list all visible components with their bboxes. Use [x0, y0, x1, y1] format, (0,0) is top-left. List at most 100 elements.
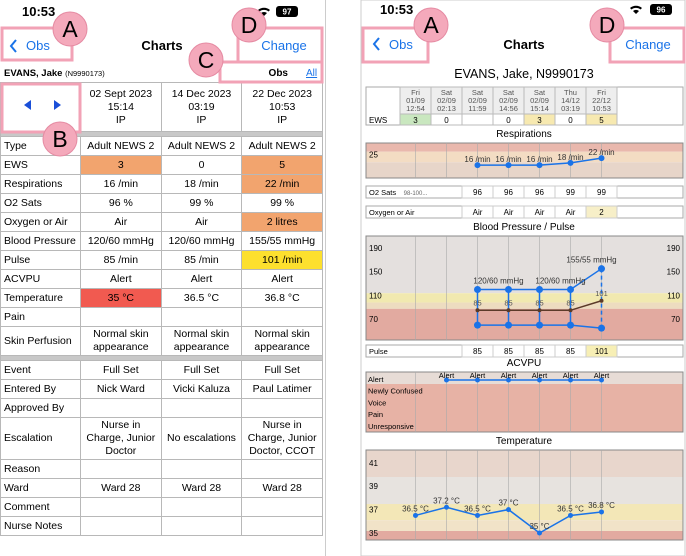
left-panel: 10:53 97 Obs Charts Change EVANS, Jake (… — [0, 0, 326, 556]
cell — [585, 185, 618, 199]
cell: Adult NEWS 2 — [160, 136, 243, 156]
table-row: Escalation Nurse in Charge, Junior Doctor… — [0, 417, 323, 460]
row-label: ACVPU — [0, 269, 81, 289]
pulse-point — [475, 308, 480, 313]
resp-point — [598, 155, 605, 162]
cell: 35 °C — [80, 288, 162, 308]
row-label: EWS — [0, 155, 81, 175]
cell: Normal skin appearance — [80, 326, 162, 356]
column-time: 15:14 — [530, 104, 549, 113]
value-label: 18 /min — [557, 153, 583, 162]
cell: Air — [160, 212, 243, 232]
diastolic-point — [598, 324, 605, 332]
cell: 36.8 °C — [241, 288, 323, 308]
table-row: Blood Pressure 120/60 mmHg 120/60 mmHg 155/… — [0, 231, 323, 251]
row-label: EWS — [369, 116, 387, 125]
back-chevron[interactable] — [9, 39, 17, 53]
table-row: O2 Sats 96 % 99 % 99 % — [0, 193, 323, 213]
cell: Alert — [80, 269, 162, 289]
resp-point — [505, 162, 512, 169]
back-button[interactable]: Obs — [389, 37, 413, 52]
battery-level: 96 — [657, 6, 666, 15]
row-label: Oxygen or Air — [369, 208, 415, 217]
cell: 85 /min — [160, 250, 243, 270]
column-date: 14 Dec 2023 — [171, 87, 232, 100]
value-label: Alert — [532, 371, 548, 380]
temperature-point — [506, 507, 511, 513]
cell: Air — [80, 212, 162, 232]
cell: Adult NEWS 2 — [80, 136, 162, 156]
row-label: Event — [0, 360, 81, 380]
table-row: ACVPU Alert Alert Alert — [0, 269, 323, 289]
acvpu-point — [444, 377, 449, 383]
band — [366, 302, 683, 309]
acvpu-point — [599, 377, 604, 383]
row-label: Comment — [0, 497, 81, 517]
acvpu-point — [537, 377, 542, 383]
band — [366, 143, 683, 152]
ews-value: 0 — [568, 116, 573, 125]
cell: 120/60 mmHg — [80, 231, 162, 251]
value-label: Alert — [470, 371, 486, 380]
change-button[interactable]: Change — [625, 37, 671, 52]
pulse-point — [599, 298, 604, 303]
cell: 99 % — [241, 193, 323, 213]
value-label: Alert — [501, 371, 517, 380]
cell-value: Air — [504, 208, 514, 217]
chart-frame — [365, 449, 684, 541]
cell — [80, 459, 162, 479]
column-date: 01/09 — [406, 96, 425, 105]
prev-arrow[interactable] — [23, 100, 31, 110]
column-time: 14:56 — [499, 104, 518, 113]
temperature-point — [568, 512, 573, 518]
pulse-label: 85 — [535, 298, 543, 307]
cell-value: 96 — [473, 188, 482, 197]
tab-obs[interactable]: Obs — [269, 68, 289, 79]
y-tick-label: 70 — [369, 315, 378, 324]
level-label: Alert — [368, 375, 384, 384]
cell: Nick Ward — [80, 379, 162, 399]
y-tick-label-right: 190 — [667, 244, 681, 253]
band — [366, 151, 683, 163]
column-date: 02/09 — [468, 96, 487, 105]
table-row: Ward Ward 28 Ward 28 Ward 28 — [0, 478, 323, 498]
cell-value: Air — [473, 208, 483, 217]
column-time: 10:53 — [592, 104, 611, 113]
row-label: Blood Pressure — [0, 231, 81, 251]
value-label: 37.2 °C — [433, 496, 460, 505]
cell — [241, 516, 323, 536]
tab-all[interactable]: All — [306, 68, 317, 79]
patient-title: EVANS, Jake, N9990173 — [454, 67, 593, 81]
table-row: Nurse Notes — [0, 516, 323, 536]
cell — [461, 113, 494, 126]
resp-point — [567, 159, 574, 166]
column-day: Thu — [564, 88, 577, 97]
pulse-label: 85 — [473, 298, 481, 307]
cell: Alert — [160, 269, 243, 289]
value-label: 16 /min — [464, 155, 490, 164]
obs-table: 02 Sept 2023 15:14 IP 14 Dec 2023 03:19 IP 22 … — [0, 82, 323, 536]
ews-value: 0 — [506, 116, 511, 125]
row-label: Ward — [0, 478, 81, 498]
row-label: Skin Perfusion — [0, 326, 81, 356]
y-tick-label-right: 150 — [667, 268, 681, 277]
right-panel: 10:53 96 Obs Charts Change EVANS, Jake, … — [360, 0, 686, 556]
cell-value: 96 — [535, 188, 544, 197]
row-label: Type — [0, 136, 81, 156]
systolic-point — [474, 285, 481, 293]
next-arrow[interactable] — [53, 100, 61, 110]
diastolic-point — [505, 321, 512, 329]
table-row: Event Full Set Full Set Full Set — [0, 360, 323, 380]
cell: Normal skin appearance — [160, 326, 243, 356]
cell: 101 /min — [241, 250, 323, 270]
change-button[interactable]: Change — [261, 38, 307, 53]
time: 10:53 — [380, 2, 413, 17]
acvpu-point — [568, 377, 573, 383]
back-button[interactable]: Obs — [26, 38, 50, 53]
column-time: 03:19 — [188, 100, 215, 113]
column-time: 15:14 — [107, 100, 134, 113]
column-day: Sat — [534, 88, 546, 97]
pulse-point — [506, 308, 511, 313]
value-label: 16 /min — [526, 155, 552, 164]
diastolic-point — [567, 321, 574, 329]
